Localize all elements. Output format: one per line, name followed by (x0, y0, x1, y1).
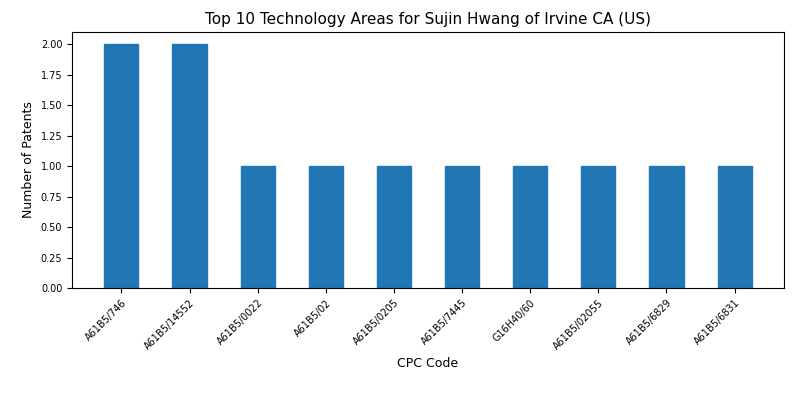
Bar (377, 166, 411, 288)
X-axis label: CPC Code: CPC Code (398, 357, 458, 370)
Bar (241, 166, 274, 288)
Bar (718, 166, 752, 288)
Bar (309, 166, 343, 288)
Bar (104, 44, 138, 288)
Bar (513, 166, 547, 288)
Bar (445, 166, 479, 288)
Title: Top 10 Technology Areas for Sujin Hwang of Irvine CA (US): Top 10 Technology Areas for Sujin Hwang … (205, 12, 651, 27)
Bar (582, 166, 615, 288)
Bar (173, 44, 206, 288)
Bar (650, 166, 683, 288)
Y-axis label: Number of Patents: Number of Patents (22, 102, 35, 218)
